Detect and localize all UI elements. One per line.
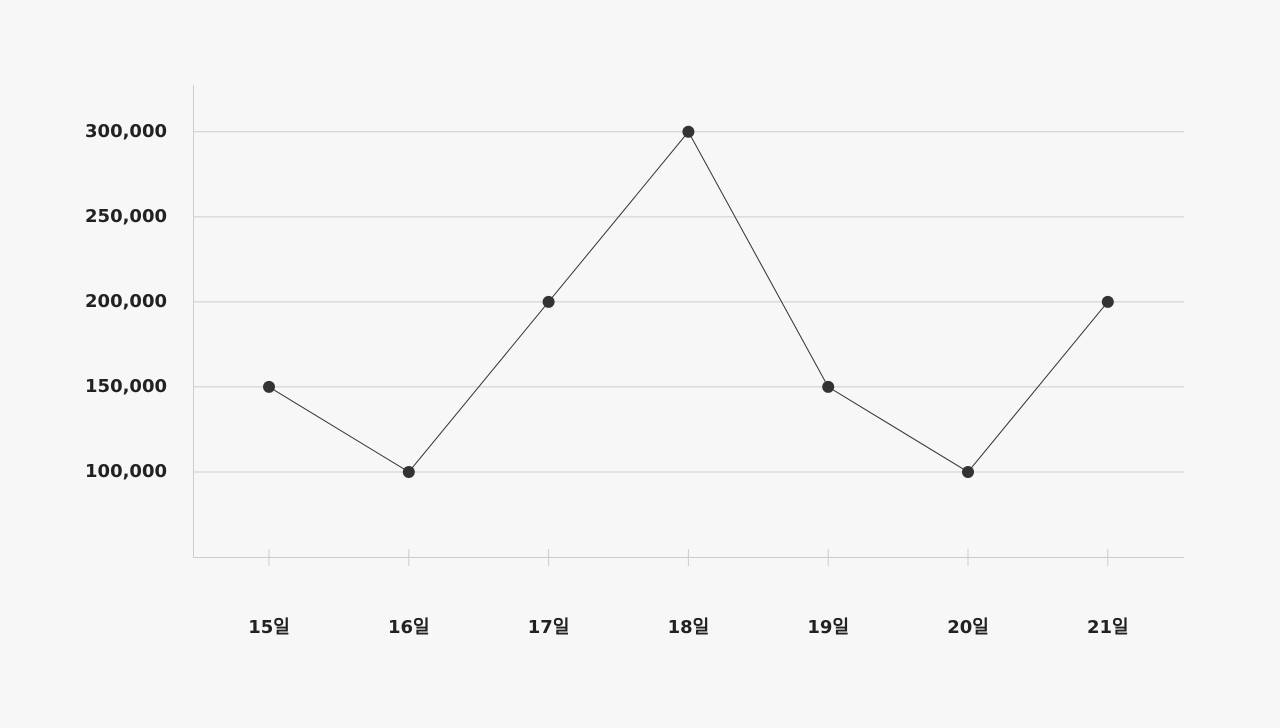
x-tick-label: 19일 bbox=[807, 617, 849, 638]
x-tick-label: 20일 bbox=[947, 617, 989, 638]
y-tick-label: 300,000 bbox=[85, 121, 167, 142]
x-tick-label: 18일 bbox=[668, 617, 710, 638]
data-point bbox=[962, 465, 974, 478]
data-point bbox=[542, 295, 555, 308]
data-point bbox=[682, 125, 695, 138]
x-tick-label: 17일 bbox=[528, 617, 570, 638]
x-tick-label: 16일 bbox=[388, 617, 430, 638]
x-tick-label: 15일 bbox=[248, 617, 290, 638]
y-tick-label: 100,000 bbox=[85, 461, 167, 482]
x-tick-label: 21일 bbox=[1087, 617, 1129, 638]
data-point bbox=[822, 380, 835, 393]
data-point bbox=[263, 380, 275, 393]
y-tick-label: 200,000 bbox=[85, 291, 167, 312]
y-tick-label: 250,000 bbox=[85, 206, 167, 227]
y-tick-label: 150,000 bbox=[85, 376, 167, 397]
data-point bbox=[402, 465, 415, 478]
data-point bbox=[1101, 295, 1114, 308]
